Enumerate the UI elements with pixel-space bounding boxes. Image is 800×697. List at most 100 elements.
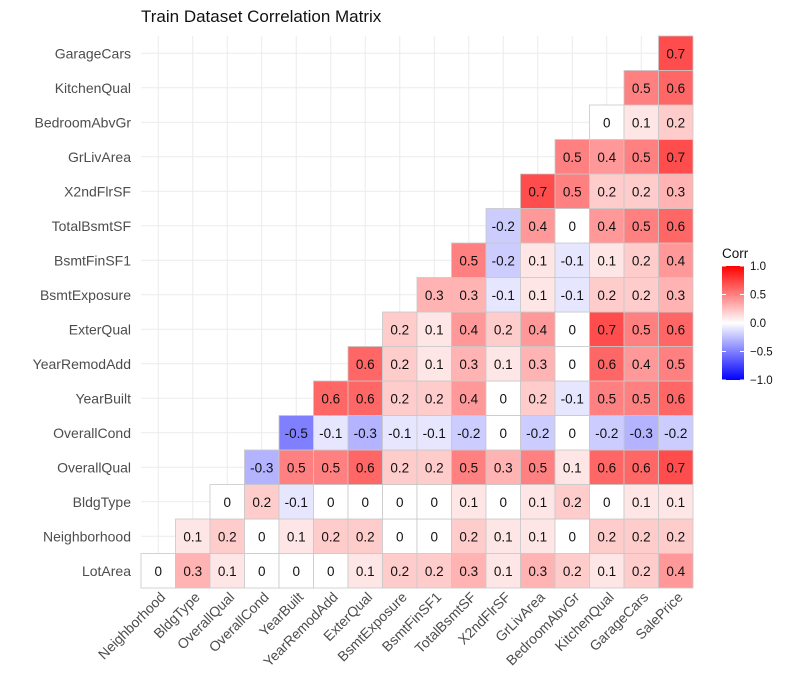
heatmap-cell	[451, 311, 487, 347]
cell-value-label: -0.1	[285, 495, 308, 510]
cell-value-label: -0.1	[492, 288, 515, 303]
cell-value-label: 0	[499, 495, 507, 510]
heatmap-cell	[554, 208, 590, 244]
cell-value-label: 0.5	[666, 357, 685, 372]
legend-colorbar	[722, 266, 744, 380]
cell-value-label: -0.2	[492, 253, 515, 268]
heatmap-cell	[416, 311, 452, 347]
cell-value-label: 0.1	[632, 495, 651, 510]
cell-value-label: 0.5	[632, 219, 651, 234]
heatmap-cell	[520, 415, 556, 451]
cell-value-label: 0.2	[252, 495, 271, 510]
cell-value-label: 0.5	[563, 184, 582, 199]
cell-value-label: 0.1	[494, 357, 513, 372]
cell-value-label: 0	[223, 495, 231, 510]
cell-value-label: -0.3	[250, 460, 273, 475]
cell-value-label: 0.5	[563, 150, 582, 165]
chart-title: Train Dataset Correlation Matrix	[141, 7, 382, 26]
cell-value-label: 0.4	[459, 322, 478, 337]
y-tick-label: GarageCars	[55, 45, 131, 61]
cell-value-label: 0.3	[494, 460, 513, 475]
cell-value-label: -0.3	[354, 426, 377, 441]
cell-value-label: -0.1	[561, 288, 584, 303]
cell-value-label: 0.7	[666, 46, 685, 61]
heatmap-cell	[382, 553, 418, 589]
cell-value-label: 0.2	[494, 322, 513, 337]
heatmap-cell	[278, 553, 314, 589]
y-tick-label: KitchenQual	[55, 80, 131, 96]
y-tick-label: GrLivArea	[68, 149, 131, 165]
cell-value-label: 0	[292, 564, 300, 579]
heatmap-cell	[658, 311, 694, 347]
heatmap-cell	[658, 139, 694, 175]
cell-value-label: 0.6	[666, 219, 685, 234]
cell-value-label: 0.2	[459, 529, 478, 544]
heatmap-cell	[623, 208, 659, 244]
heatmap-cell	[658, 35, 694, 71]
heatmap-cell	[451, 346, 487, 382]
heatmap-cell	[382, 484, 418, 520]
cell-value-label: 0.5	[597, 391, 616, 406]
cell-value-label: 0.1	[528, 288, 547, 303]
cell-value-label: 0.6	[597, 460, 616, 475]
cell-value-label: 0.1	[563, 460, 582, 475]
heatmap-cell	[623, 346, 659, 382]
heatmap-cell	[658, 70, 694, 106]
heatmap-cell	[347, 415, 383, 451]
cell-value-label: 0.3	[528, 564, 547, 579]
cell-value-label: 0	[568, 529, 576, 544]
cell-value-label: 0.3	[425, 288, 444, 303]
heatmap-cell	[140, 553, 176, 589]
legend-tick-label: 1.0	[750, 261, 766, 273]
heatmap-cell	[485, 346, 521, 382]
cell-value-label: -0.2	[492, 219, 515, 234]
heatmap-cell	[554, 346, 590, 382]
cell-value-label: 0.3	[666, 288, 685, 303]
cell-value-label: -0.1	[561, 253, 584, 268]
cell-value-label: 0	[154, 564, 162, 579]
cell-value-label: 0.2	[425, 391, 444, 406]
cell-value-label: 0.1	[597, 564, 616, 579]
legend-tick-label: 0.0	[750, 318, 766, 330]
cell-value-label: 0.3	[459, 288, 478, 303]
legend: Corr 1.0 0.5 0.0 −0.5 −1.0	[722, 246, 773, 387]
heatmap-cell	[485, 380, 521, 416]
cell-value-label: 0.6	[666, 322, 685, 337]
heatmap-cell	[520, 484, 556, 520]
cell-value-label: -0.5	[285, 426, 308, 441]
cell-value-label: 0	[327, 495, 335, 510]
cell-value-label: 0.4	[666, 253, 685, 268]
heatmap-cell	[347, 449, 383, 485]
cell-value-label: 0.6	[632, 460, 651, 475]
heatmap-cell	[658, 484, 694, 520]
cell-value-label: 0.2	[632, 529, 651, 544]
heatmap-cell	[347, 518, 383, 554]
heatmap-cell	[658, 518, 694, 554]
heatmap-cell	[347, 346, 383, 382]
heatmap-cell	[554, 415, 590, 451]
cell-value-label: 0.1	[494, 529, 513, 544]
heatmap-cell	[520, 311, 556, 347]
cell-value-label: 0.2	[666, 529, 685, 544]
heatmap-cell	[451, 518, 487, 554]
cell-value-label: 0	[361, 495, 369, 510]
cell-value-label: 0.2	[390, 357, 409, 372]
cell-value-label: 0.6	[321, 391, 340, 406]
cell-value-label: 0.1	[459, 495, 478, 510]
heatmap-cell	[589, 484, 625, 520]
cell-value-label: 0.7	[666, 150, 685, 165]
cell-value-label: 0.1	[528, 495, 547, 510]
heatmap-cell	[278, 484, 314, 520]
heatmap-cell	[451, 449, 487, 485]
cell-value-label: 0.6	[356, 391, 375, 406]
heatmap-cell	[520, 208, 556, 244]
cell-value-label: 0.1	[528, 529, 547, 544]
cell-value-label: 0.1	[528, 253, 547, 268]
heatmap-cell	[416, 518, 452, 554]
cell-value-label: 0.5	[321, 460, 340, 475]
cell-value-label: -0.3	[630, 426, 653, 441]
cell-value-label: 0.2	[632, 288, 651, 303]
cell-value-label: 0.3	[183, 564, 202, 579]
cell-value-label: 0.2	[632, 253, 651, 268]
heatmap-cell	[347, 553, 383, 589]
